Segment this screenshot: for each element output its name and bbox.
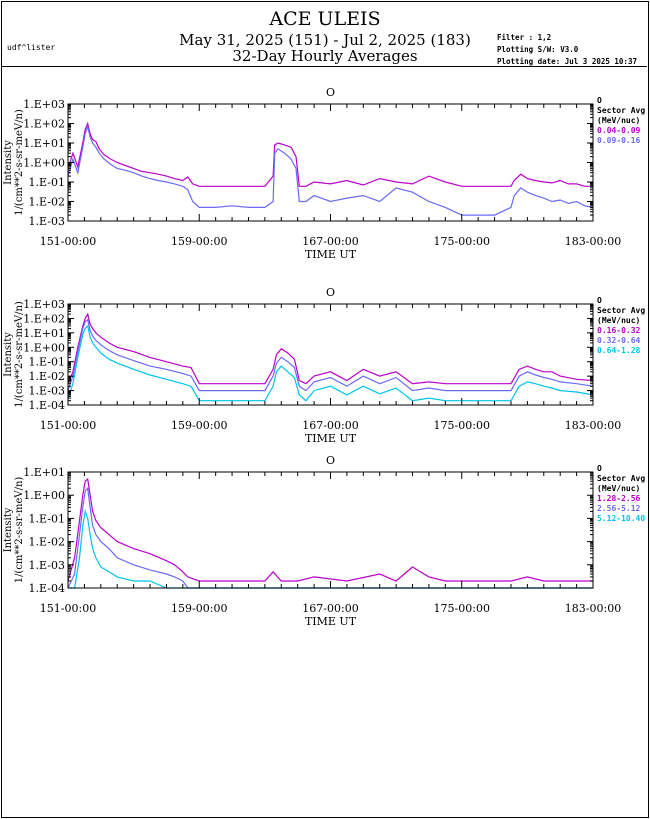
y-axis-label: 1/(cm**2-s-sr-meV/n) (14, 477, 25, 584)
y-tick-label: 1.E-01 (29, 176, 65, 189)
software-label: Plotting S/W: V3.0 (497, 45, 579, 54)
plot-frame (67, 103, 594, 222)
y-tick-label: 1.E+02 (23, 118, 65, 131)
legend-entry: 1.28-2.56 (597, 494, 641, 503)
averaging-label: 32-Day Hourly Averages (232, 47, 418, 65)
plot-frame (67, 303, 594, 406)
legend-header: O (597, 96, 602, 105)
legend-header: Sector Avg (597, 474, 645, 483)
y-tick-label: 1.E+01 (23, 327, 65, 340)
series-line-2.56-5.12 (67, 486, 593, 589)
series-line-0.04-0.09 (67, 121, 593, 187)
series-line-0.16-0.32 (67, 312, 594, 385)
legend-entry: 0.32-0.64 (597, 336, 641, 345)
series-line-5.12-10.40 (68, 509, 593, 589)
legend-entry: 0.09-0.16 (597, 136, 641, 145)
legend-header: O (597, 296, 602, 305)
y-axis-label: Intensity (3, 140, 14, 185)
y-tick-label: 1.E+00 (23, 157, 65, 170)
x-tick-label: 159-00:00 (171, 419, 227, 432)
y-tick-label: 1.E+01 (23, 137, 65, 150)
x-axis-label: TIME UT (305, 432, 357, 445)
x-axis-label: TIME UT (305, 615, 357, 628)
x-tick-label: 167-00:00 (302, 235, 358, 248)
y-tick-label: 1.E-01 (29, 356, 65, 369)
x-tick-label: 175-00:00 (434, 419, 490, 432)
legend-header: Sector Avg (597, 306, 645, 315)
y-tick-label: 1.E-04 (29, 399, 65, 412)
x-tick-label: 175-00:00 (434, 235, 490, 248)
y-tick-label: 1.E+02 (23, 312, 65, 325)
y-axis-label: 1/(cm**2-s-sr-meV/n) (14, 109, 25, 216)
y-tick-label: 1.E-02 (29, 370, 65, 383)
chart-panel-3: O 1.E+01 1.E+00 1.E-01 1.E-02 1.E-03 1.E-04 151… (3, 454, 645, 628)
y-tick-label: 1.E+03 (23, 98, 65, 111)
x-tick-label: 167-00:00 (302, 602, 358, 615)
chart-panel-1: O 1.E+03 1.E+02 1.E+01 1.E+00 1.E-01 1.E-02 1.E… (3, 86, 645, 261)
y-tick-label: 1.E-04 (29, 582, 65, 595)
legend-header: (MeV/nuc) (597, 316, 640, 325)
chart-title: O (326, 286, 335, 299)
chart-title: O (326, 454, 335, 467)
y-axis-label: Intensity (3, 332, 14, 377)
legend-entry: 0.64-1.28 (597, 346, 641, 355)
x-axis-label: TIME UT (305, 248, 357, 261)
plot-frame (67, 471, 594, 589)
x-tick-label: 183-00:00 (565, 419, 621, 432)
series-line-0.64-1.28 (67, 324, 594, 402)
header-divider (1, 66, 647, 67)
y-tick-label: 1.E+03 (23, 298, 65, 311)
y-tick-label: 1.E-01 (29, 512, 65, 525)
y-axis-label: 1/(cm**2-s-sr-meV/n) (14, 301, 25, 408)
legend-header: Sector Avg (597, 106, 645, 115)
plot-date-label: Plotting date: Jul 3 2025 10:37 (497, 57, 637, 66)
y-axis-label: Intensity (3, 507, 14, 552)
y-tick-label: 1.E+00 (23, 489, 65, 502)
x-tick-label: 159-00:00 (171, 602, 227, 615)
legend-header: O (597, 464, 602, 473)
legend-header: (MeV/nuc) (597, 116, 640, 125)
x-tick-label: 175-00:00 (434, 602, 490, 615)
y-tick-label: 1.E-03 (29, 215, 65, 228)
legend-entry: 2.56-5.12 (597, 504, 641, 513)
y-tick-label: 1.E-02 (29, 536, 65, 549)
y-tick-label: 1.E-03 (29, 385, 65, 398)
filter-label: Filter : 1,2 (497, 33, 552, 42)
x-tick-label: 159-00:00 (171, 235, 227, 248)
x-tick-label: 167-00:00 (302, 419, 358, 432)
chart-panel-2: O 1.E+031.E+02 1.E+011.E+00 1.E-011.E-02 1.E… (3, 286, 645, 445)
user-label: udf^lister (7, 43, 56, 52)
date-range: May 31, 2025 (151) - Jul 2, 2025 (183) (179, 31, 471, 49)
y-tick-label: 1.E+00 (23, 341, 65, 354)
series-line-0.32-0.64 (67, 318, 594, 392)
page-title: ACE ULEIS (269, 8, 381, 30)
series-line-1.28-2.56 (67, 477, 593, 582)
chart-title: O (326, 86, 335, 99)
x-tick-label: 151-00:00 (40, 602, 96, 615)
legend-entry: 0.04-0.09 (597, 126, 641, 135)
series-line-0.09-0.16 (67, 124, 594, 216)
x-tick-label: 183-00:00 (565, 235, 621, 248)
y-tick-label: 1.E-02 (29, 196, 65, 209)
x-tick-label: 151-00:00 (40, 235, 96, 248)
y-tick-label: 1.E+01 (23, 466, 65, 479)
legend-entry: 5.12-10.40 (597, 514, 645, 523)
y-tick-label: 1.E-03 (29, 559, 65, 572)
legend-entry: 0.16-0.32 (597, 326, 641, 335)
legend-header: (MeV/nuc) (597, 484, 640, 493)
x-tick-label: 151-00:00 (40, 419, 96, 432)
x-tick-label: 183-00:00 (565, 602, 621, 615)
